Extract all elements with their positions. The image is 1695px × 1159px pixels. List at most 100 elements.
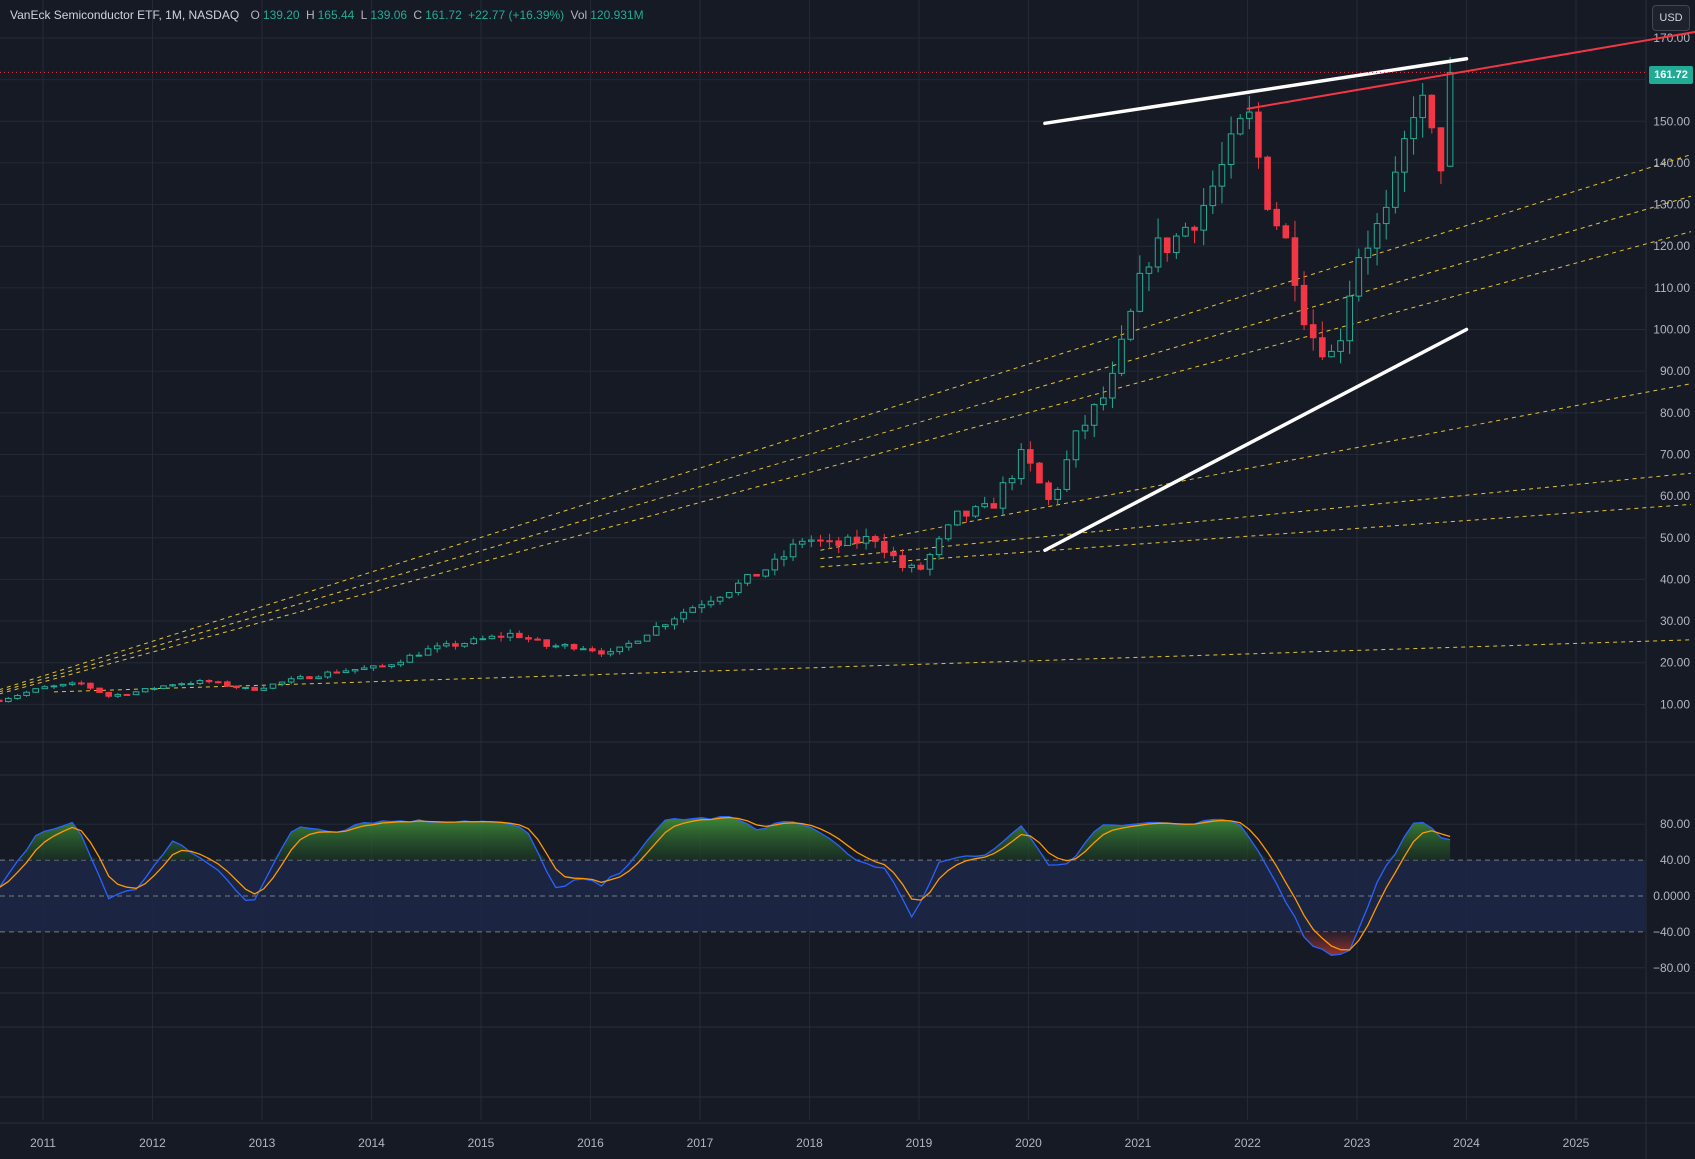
time-axis-label: 2012 xyxy=(139,1136,166,1150)
candle-down xyxy=(1291,237,1299,286)
candle-down xyxy=(1255,111,1262,158)
candle-up xyxy=(178,683,185,686)
candle-down xyxy=(570,643,578,650)
candle-up xyxy=(488,635,496,640)
candle-up xyxy=(707,600,715,606)
time-axis-label: 2023 xyxy=(1344,1136,1371,1150)
candle-up xyxy=(160,685,167,689)
candle-down xyxy=(543,639,551,647)
candle-up xyxy=(662,624,669,628)
candle-up xyxy=(1364,247,1372,259)
fan-line xyxy=(0,195,1692,693)
candle-up xyxy=(780,556,788,560)
candle-down xyxy=(1282,225,1290,239)
time-axis-label: 2019 xyxy=(906,1136,933,1150)
candle-down xyxy=(525,637,532,640)
candle-down xyxy=(534,638,541,641)
candle-up xyxy=(643,634,651,642)
candle-up xyxy=(59,683,67,687)
change-value: +22.77 (+16.39%) xyxy=(468,8,565,22)
candle-down xyxy=(233,685,240,689)
candle-up xyxy=(607,651,614,655)
candle-up xyxy=(1373,223,1381,249)
osc-oversold-fill xyxy=(0,931,1451,956)
fan-line xyxy=(820,383,1692,551)
candle-down xyxy=(1319,337,1326,358)
volume-value: 120.931M xyxy=(590,8,644,22)
candle-up xyxy=(789,543,797,558)
candle-up xyxy=(1419,94,1427,119)
candle-down xyxy=(963,510,970,517)
candle-up xyxy=(1227,133,1235,166)
candle-up xyxy=(1382,206,1390,225)
candle-down xyxy=(497,635,505,638)
candle-up xyxy=(725,592,733,598)
candle-up xyxy=(1410,117,1417,140)
time-axis-label: 2013 xyxy=(249,1136,276,1150)
osc-axis-label: −40.00 xyxy=(1653,925,1690,939)
candle-up xyxy=(287,678,295,683)
low-value: 139.06 xyxy=(370,8,408,22)
candle-down xyxy=(0,699,3,703)
candle-up xyxy=(1246,111,1253,119)
candle-up xyxy=(1081,424,1089,432)
candle-up xyxy=(479,638,487,641)
candle-up xyxy=(1100,397,1107,406)
osc-fast-line xyxy=(0,815,1451,956)
candle-down xyxy=(251,686,258,691)
candle-down xyxy=(1428,94,1436,129)
red-trendline xyxy=(1246,30,1695,110)
time-axis-label: 2025 xyxy=(1563,1136,1590,1150)
currency-button[interactable]: USD xyxy=(1652,5,1690,31)
price-axis-label: 130.00 xyxy=(1653,198,1690,212)
candle-down xyxy=(379,665,386,668)
candle-down xyxy=(917,564,925,570)
candle-down xyxy=(516,632,523,639)
price-axis-label: 40.00 xyxy=(1660,572,1690,586)
candle-up xyxy=(671,618,678,626)
candle-down xyxy=(990,503,998,509)
candle-up xyxy=(579,648,587,651)
candle-up xyxy=(1182,226,1189,237)
candle-up xyxy=(269,683,277,689)
price-axis-label: 30.00 xyxy=(1660,614,1690,628)
candle-up xyxy=(1090,404,1098,426)
candle-down xyxy=(753,573,760,577)
candle-down xyxy=(123,693,131,696)
time-axis-label: 2014 xyxy=(358,1136,385,1150)
candle-down xyxy=(1191,226,1198,231)
high-value: 165.44 xyxy=(317,8,355,22)
open-value: 139.20 xyxy=(262,8,300,22)
candle-down xyxy=(1027,449,1034,464)
candle-down xyxy=(105,691,113,697)
candle-up xyxy=(561,643,569,647)
symbol-legend: VanEck Semiconductor ETF, 1M, NASDAQ O 13… xyxy=(10,8,644,22)
candle-down xyxy=(1036,462,1043,484)
candle-up xyxy=(424,648,432,656)
candle-up xyxy=(1154,237,1162,268)
candle-up xyxy=(415,654,423,657)
osc-axis-label: 0.0000 xyxy=(1653,889,1690,903)
candle-up xyxy=(552,645,560,648)
candle-up xyxy=(999,482,1007,509)
close-value: 161.72 xyxy=(425,8,462,22)
candle-up xyxy=(370,665,377,669)
candle-up xyxy=(196,680,204,685)
symbol-name[interactable]: VanEck Semiconductor ETF, 1M, NASDAQ xyxy=(10,8,240,22)
price-axis-label: 100.00 xyxy=(1653,323,1690,337)
candle-down xyxy=(817,539,824,542)
candle-up xyxy=(260,687,268,691)
candle-up xyxy=(406,654,414,663)
time-axis-label: 2020 xyxy=(1015,1136,1042,1150)
osc-axis-label: −80.00 xyxy=(1653,961,1690,975)
candle-up xyxy=(1008,478,1016,484)
candle-up xyxy=(506,632,514,638)
candle-up xyxy=(1328,350,1335,358)
candle-down xyxy=(1163,237,1171,254)
candle-up xyxy=(680,611,687,620)
candle-up xyxy=(762,569,770,577)
candle-up xyxy=(972,506,979,517)
candle-up xyxy=(1218,164,1226,187)
candle-down xyxy=(96,687,103,693)
